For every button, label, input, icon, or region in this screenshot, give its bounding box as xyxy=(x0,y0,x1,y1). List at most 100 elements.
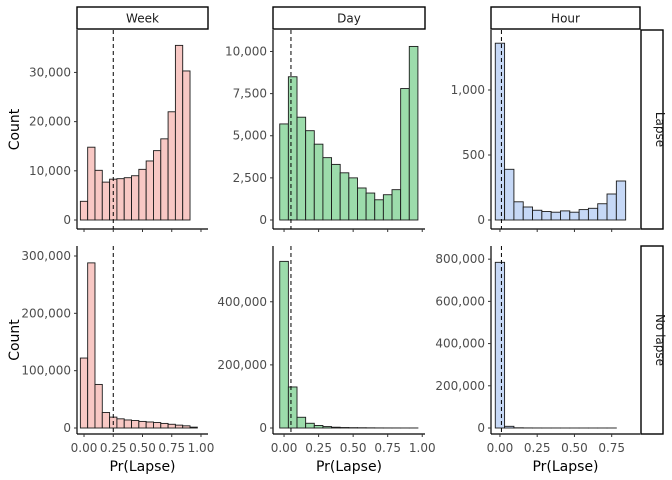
strip-no-lapse-box xyxy=(640,245,664,435)
bar-week-lapse-7 xyxy=(131,175,140,221)
x-tick-label-hour-no-lapse-2: 0.50 xyxy=(561,441,588,455)
x-tick-label-hour-no-lapse-0: 0.00 xyxy=(487,441,514,455)
y-tick-label-week-no-lapse-3: 300,000 xyxy=(21,249,71,263)
strip-hour-label: Hour xyxy=(551,12,580,26)
bar-week-no-lapse-3 xyxy=(101,412,111,429)
y-tick-label-day-no-lapse-2: 400,000 xyxy=(217,295,267,309)
bar-week-lapse-5 xyxy=(116,178,125,221)
y-tick-label-hour-lapse-0: 0 xyxy=(477,213,485,227)
strip-hour: Hour xyxy=(490,6,641,30)
bar-week-lapse-11 xyxy=(160,138,169,221)
bar-hour-no-lapse-1 xyxy=(504,425,515,429)
panel-week-lapse: 0 10,000 20,000 30,000 xyxy=(29,30,208,232)
strip-day-box xyxy=(272,6,426,30)
bar-week-no-lapse-0 xyxy=(79,357,89,429)
bar-day-lapse-4 xyxy=(313,143,324,221)
bar-day-no-lapse-5 xyxy=(322,426,333,429)
bar-week-lapse-13 xyxy=(174,44,184,221)
y-tick-label-day-no-lapse-1: 200,000 xyxy=(217,358,267,372)
x-tick-label-day-no-lapse-1: 0.25 xyxy=(305,441,332,455)
x-tick-label-week-no-lapse-4: 1.00 xyxy=(188,441,215,455)
bar-week-no-lapse-5 xyxy=(116,418,125,429)
x-tick-label-week-no-lapse-0: 0.00 xyxy=(71,441,98,455)
strip-lapse-box xyxy=(640,29,664,230)
y-axis-title-bottom: Count xyxy=(7,319,23,361)
x-axis-title-week: Pr(Lapse) xyxy=(109,459,175,475)
bar-day-lapse-6 xyxy=(331,163,341,221)
bar-day-no-lapse-2 xyxy=(296,416,307,429)
bar-day-lapse-0 xyxy=(279,123,289,221)
bar-week-lapse-1 xyxy=(87,146,96,221)
bar-week-no-lapse-6 xyxy=(123,419,132,429)
bar-week-no-lapse-12 xyxy=(167,423,176,429)
bar-day-no-lapse-1 xyxy=(287,386,298,429)
panel-hour-no-lapse: 0 200,000 400,000 600,000 800,000 0.00 0.25 0.5… xyxy=(435,246,640,455)
bar-hour-lapse-3 xyxy=(522,206,533,221)
bar-day-lapse-5 xyxy=(322,157,333,221)
y-tick-label-week-no-lapse-1: 100,000 xyxy=(21,364,71,378)
y-tick-label-day-lapse-2: 5,000 xyxy=(233,129,267,143)
y-tick-label-day-lapse-1: 2,500 xyxy=(233,171,267,185)
bar-hour-lapse-6 xyxy=(550,211,561,221)
bar-week-lapse-12 xyxy=(167,111,176,221)
x-tick-label-week-no-lapse-3: 0.75 xyxy=(158,441,185,455)
x-tick-label-hour-no-lapse-1: 0.25 xyxy=(524,441,551,455)
strip-day: Day xyxy=(272,6,426,30)
bar-day-lapse-1 xyxy=(287,76,298,221)
bar-week-no-lapse-2 xyxy=(94,383,103,429)
y-tick-label-hour-lapse-2: 1,000 xyxy=(451,83,485,97)
bar-week-no-lapse-11 xyxy=(160,422,169,429)
bar-hour-lapse-1 xyxy=(504,168,515,221)
panel-hour-lapse: 0 500 1,000 xyxy=(451,30,640,232)
bar-hour-lapse-8 xyxy=(569,211,580,221)
bar-week-lapse-2 xyxy=(94,169,103,221)
bar-week-no-lapse-15 xyxy=(189,426,198,429)
x-tick-label-week-no-lapse-2: 0.50 xyxy=(129,441,156,455)
panels: 0 10,000 20,000 30,000 0 2,500 5,000 7,500 10,00… xyxy=(21,30,640,455)
bar-week-no-lapse-13 xyxy=(174,424,184,429)
y-tick-label-week-lapse-0: 0 xyxy=(63,213,71,227)
bar-week-lapse-3 xyxy=(101,181,111,221)
y-tick-label-day-no-lapse-0: 0 xyxy=(259,421,267,435)
bar-hour-lapse-7 xyxy=(560,210,571,221)
bar-day-no-lapse-6 xyxy=(331,426,341,429)
y-tick-label-day-lapse-3: 7,500 xyxy=(233,87,267,101)
panel-week-no-lapse: 0 100,000 200,000 300,000 0.00 0.25 0.50 0.75 1.… xyxy=(21,246,214,455)
bar-hour-lapse-11 xyxy=(597,203,608,221)
bar-week-lapse-8 xyxy=(138,168,147,221)
bar-week-lapse-10 xyxy=(153,150,162,221)
x-tick-label-hour-no-lapse-3: 0.75 xyxy=(598,441,625,455)
bar-week-lapse-0 xyxy=(79,200,89,221)
strip-lapse-label: Lapse xyxy=(653,112,667,147)
y-tick-label-hour-no-lapse-2: 400,000 xyxy=(435,337,485,351)
y-tick-label-week-lapse-1: 10,000 xyxy=(29,164,71,178)
strip-no-lapse: No lapse xyxy=(640,245,667,435)
bar-day-lapse-12 xyxy=(382,194,393,221)
bar-day-no-lapse-0 xyxy=(279,260,289,429)
bar-hour-lapse-12 xyxy=(606,193,617,221)
bar-hour-lapse-5 xyxy=(541,211,552,221)
bar-day-no-lapse-4 xyxy=(313,425,324,429)
bar-week-no-lapse-10 xyxy=(153,422,162,429)
y-tick-label-week-lapse-2: 20,000 xyxy=(29,115,71,129)
bar-week-no-lapse-7 xyxy=(131,420,140,429)
bar-day-lapse-11 xyxy=(374,199,384,221)
y-tick-label-week-no-lapse-0: 0 xyxy=(63,421,71,435)
y-tick-label-hour-no-lapse-4: 800,000 xyxy=(435,252,485,266)
strip-week-label: Week xyxy=(126,12,159,26)
bar-week-no-lapse-14 xyxy=(182,425,191,429)
y-axis-title-top: Count xyxy=(7,108,23,150)
y-tick-label-day-lapse-0: 0 xyxy=(259,213,267,227)
bar-day-lapse-3 xyxy=(305,130,315,221)
y-tick-label-day-lapse-4: 10,000 xyxy=(225,44,267,58)
bar-day-lapse-10 xyxy=(365,192,376,221)
panel-day-no-lapse: 0 200,000 400,000 0.00 0.25 0.50 0.75 1.00 xyxy=(217,246,436,455)
y-tick-label-week-no-lapse-2: 200,000 xyxy=(21,306,71,320)
y-tick-label-hour-no-lapse-3: 600,000 xyxy=(435,294,485,308)
bar-day-lapse-7 xyxy=(339,172,350,221)
strip-no-lapse-label: No lapse xyxy=(653,314,667,366)
x-tick-label-day-no-lapse-3: 0.75 xyxy=(374,441,401,455)
bar-hour-lapse-9 xyxy=(578,209,589,221)
x-tick-label-day-no-lapse-4: 1.00 xyxy=(409,441,436,455)
bar-hour-lapse-0 xyxy=(494,42,506,221)
